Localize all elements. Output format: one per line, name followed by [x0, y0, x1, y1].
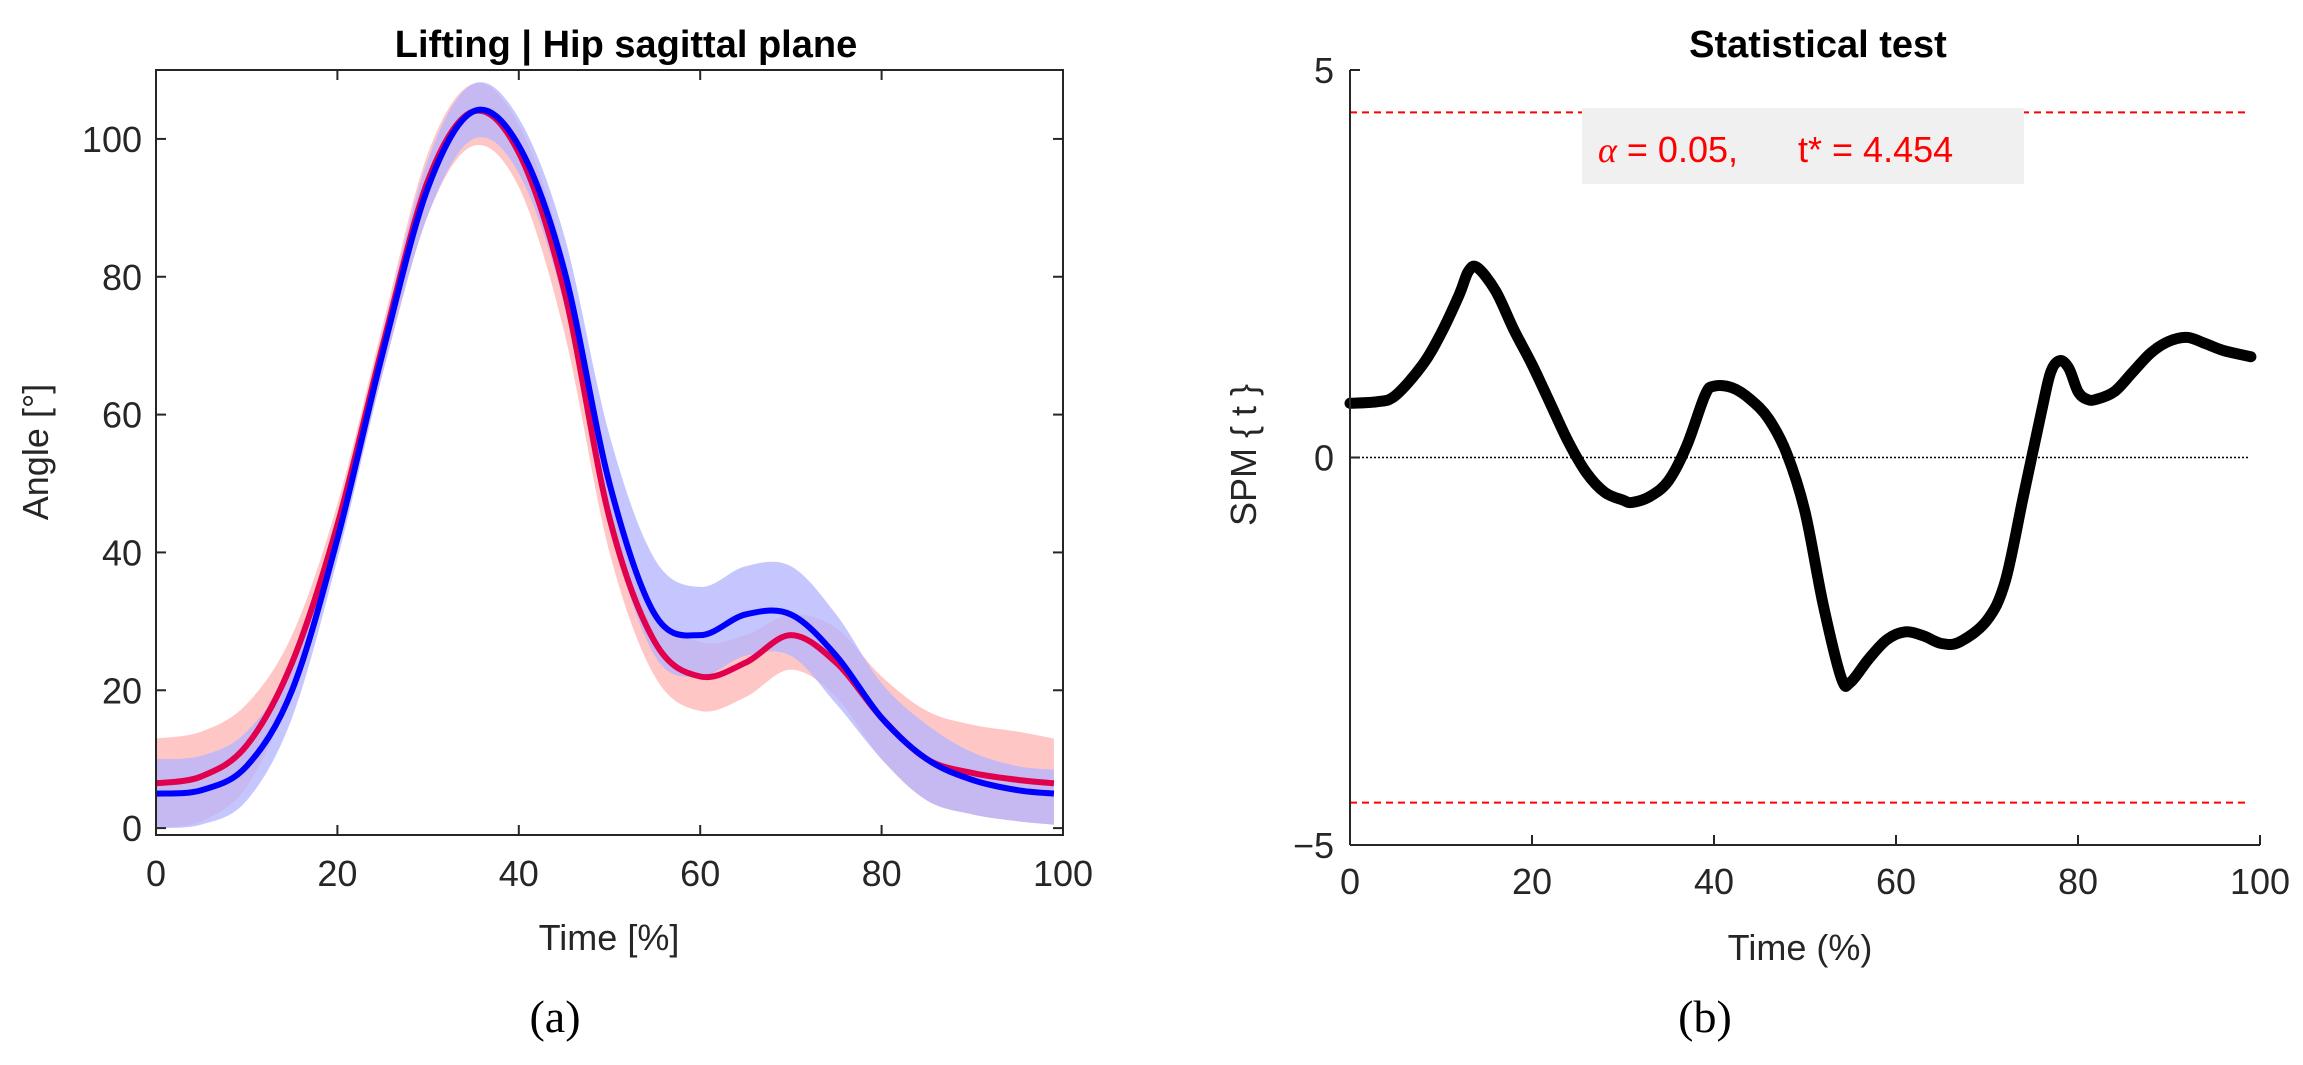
line-blue [155, 106, 1055, 797]
panel-b-x-ticks: 0 20 40 60 80 100 [1340, 835, 2290, 902]
panel-b-annotation-box [1582, 108, 2024, 184]
y-tick-label: 80 [102, 257, 142, 298]
alpha-symbol: α [1598, 130, 1618, 170]
panel-b-spm-line [1344, 260, 2257, 692]
x-tick-label: 0 [146, 853, 166, 894]
y-tick-label: 5 [1314, 50, 1334, 91]
y-tick-label: −5 [1293, 825, 1334, 866]
panel-a-x-ticks: 0 20 40 60 80 100 [146, 70, 1093, 894]
panel-b-annotation: α = 0.05, t* = 4.454 [1598, 129, 1953, 170]
panel-a-title: Lifting | Hip sagittal plane [395, 24, 857, 66]
x-tick-label: 80 [862, 853, 902, 894]
panel-b-y-label: SPM { t } [1223, 384, 1264, 526]
y-tick-label: 0 [1314, 438, 1334, 479]
x-tick-label: 100 [2230, 861, 2290, 902]
x-tick-label: 20 [1512, 861, 1552, 902]
x-tick-label: 40 [499, 853, 539, 894]
alpha-text: = 0.05, [1617, 129, 1738, 170]
y-tick-label: 40 [102, 532, 142, 573]
panel-a-x-label: Time [%] [539, 917, 680, 958]
panel-b-title: Statistical test [1689, 24, 1947, 66]
y-tick-label: 0 [122, 808, 142, 849]
panel-b-y-ticks: −5 0 5 [1293, 50, 1360, 866]
y-tick-label: 20 [102, 670, 142, 711]
spm-t-curve [1344, 260, 2257, 692]
panel-a-chart: Lifting | Hip sagittal plane 0 20 40 60 80 10… [15, 24, 1093, 1042]
panel-a-axes-box [155, 69, 1064, 836]
x-tick-label: 60 [680, 853, 720, 894]
panel-b-label: (b) [1678, 991, 1732, 1042]
panel-a-label: (a) [529, 991, 580, 1042]
x-tick-label: 60 [1876, 861, 1916, 902]
x-tick-label: 100 [1033, 853, 1093, 894]
panel-a-y-label: Angle [°] [15, 384, 56, 520]
x-tick-label: 80 [2058, 861, 2098, 902]
x-tick-label: 40 [1694, 861, 1734, 902]
x-tick-label: 20 [317, 853, 357, 894]
x-tick-label: 0 [1340, 861, 1360, 902]
y-tick-label: 60 [102, 395, 142, 436]
panel-b-x-label: Time (%) [1728, 927, 1873, 968]
t-star-text: t* = 4.454 [1798, 129, 1953, 170]
panel-b-chart: Statistical test α = 0.05, t* = 4.454 0 20… [1223, 24, 2290, 1042]
panel-a-lines [155, 106, 1055, 797]
panel-a-y-ticks: 0 20 40 60 80 100 [82, 119, 1063, 849]
y-tick-label: 100 [82, 119, 142, 160]
